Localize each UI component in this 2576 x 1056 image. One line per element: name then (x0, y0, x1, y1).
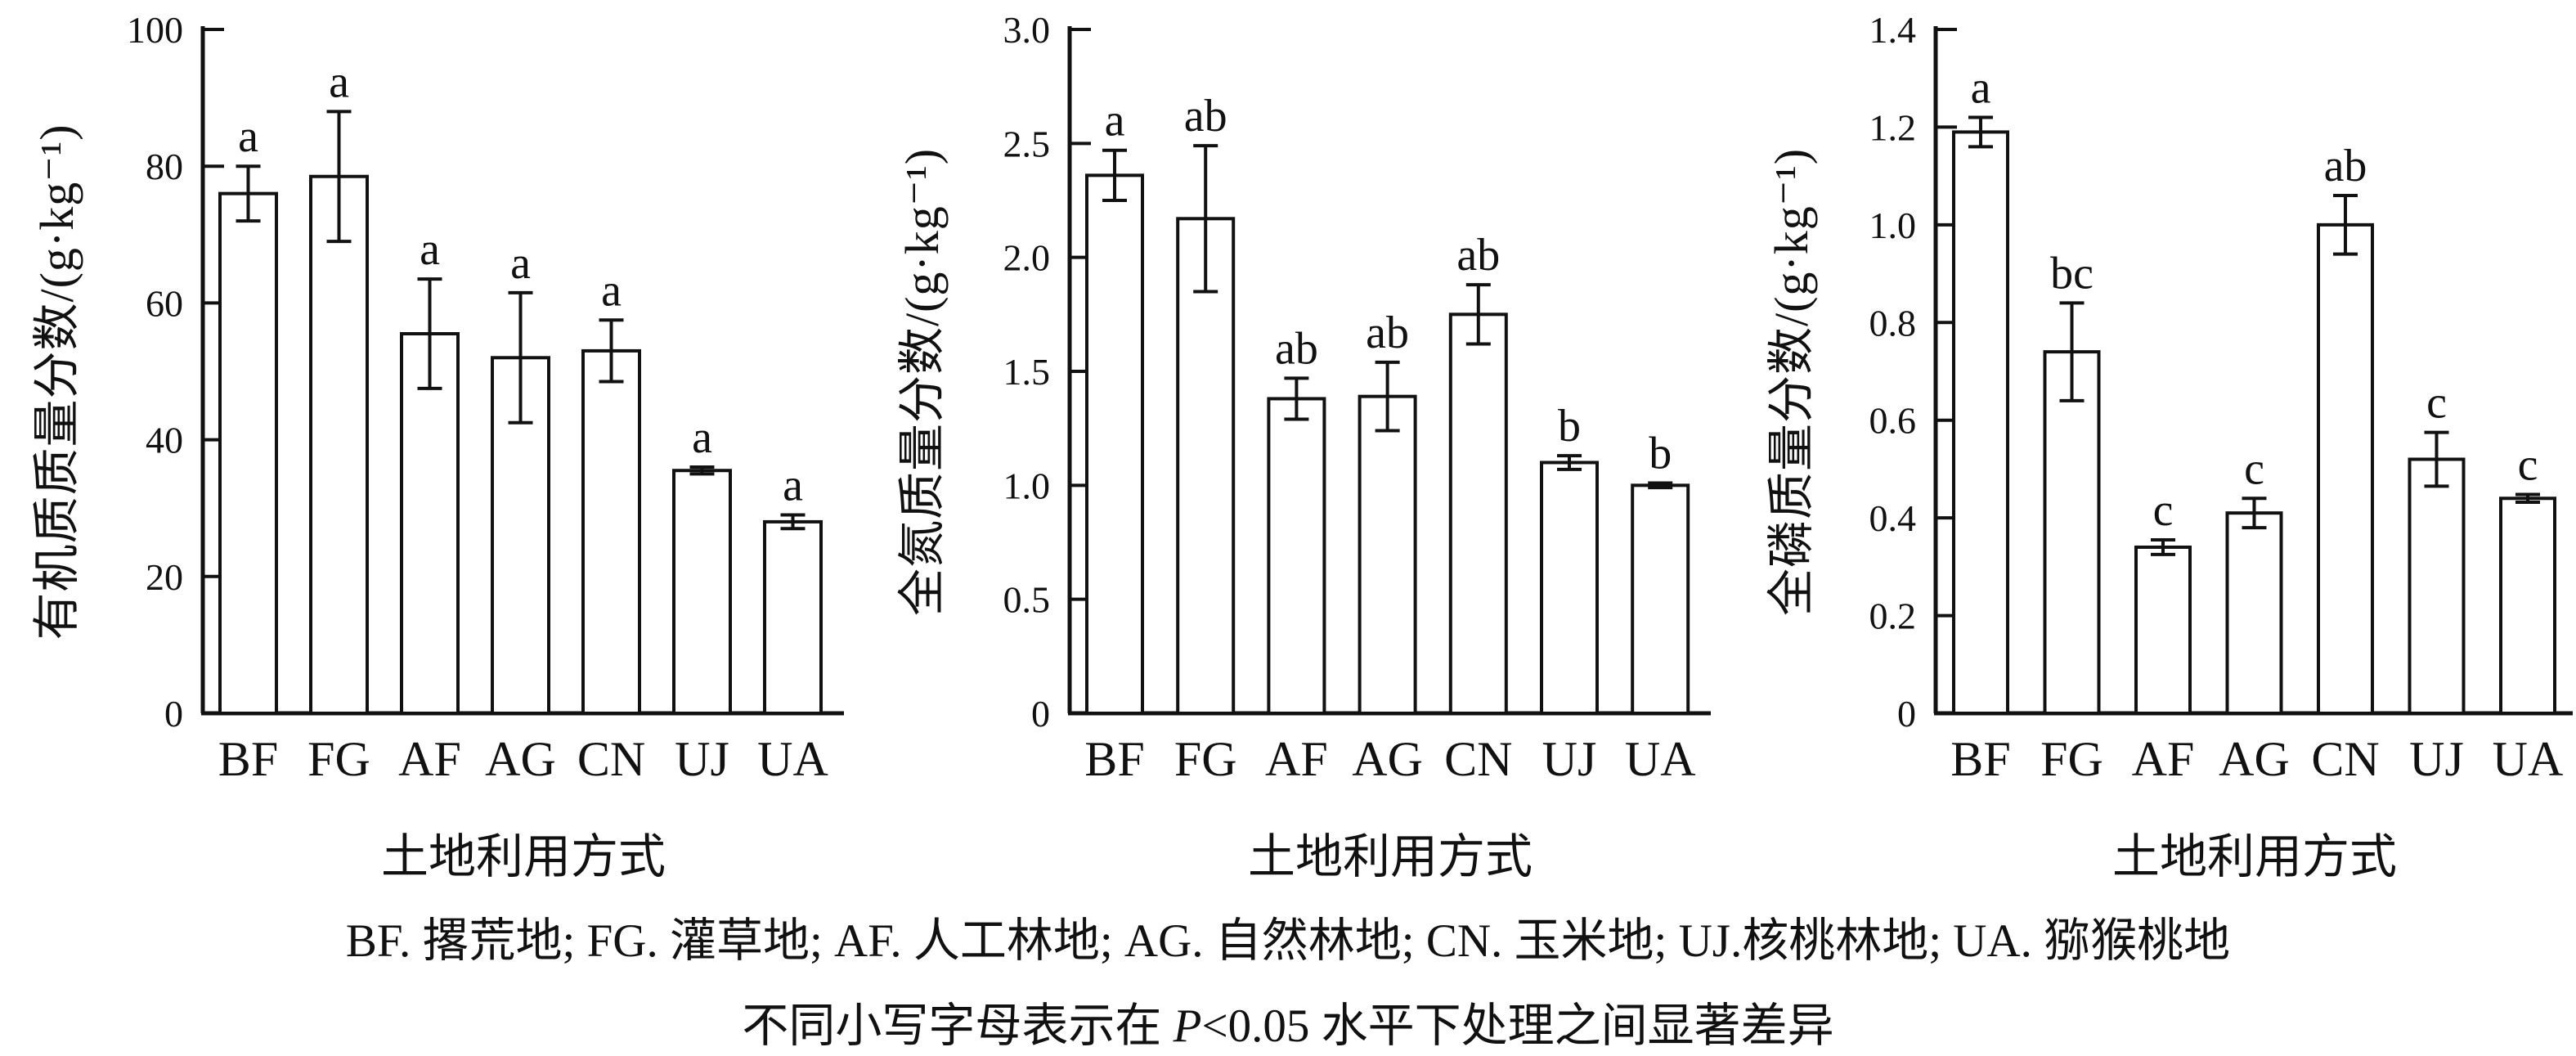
y-tick-label: 2.5 (1003, 123, 1051, 164)
y-tick-label: 0 (164, 693, 183, 735)
y-tick-label: 0 (1031, 693, 1050, 735)
sig-letter-CN: a (601, 265, 622, 316)
x-category-label-UA: UA (757, 732, 828, 786)
bar-AF (400, 332, 460, 715)
x-category-label-UJ: UJ (675, 732, 729, 786)
sig-letter-UA: c (2518, 439, 2538, 490)
sig-letter-BF: a (1971, 62, 1991, 113)
sig-letter-CN: ab (1456, 230, 1500, 281)
x-category-label-AG: AG (2219, 732, 2290, 786)
sig-letter-FG: ab (1184, 91, 1227, 142)
sig-letter-AF: ab (1275, 323, 1318, 374)
bar-AG (2225, 511, 2283, 716)
y-tick-label: 60 (146, 282, 183, 324)
x-axis-title-panel-1: 土地利用方式 (380, 830, 666, 883)
bar-UA (763, 519, 823, 715)
sig-letter-UJ: b (1558, 401, 1581, 452)
sig-letter-UJ: c (2426, 378, 2447, 429)
bar-UA (1631, 483, 1690, 715)
bar-UJ (672, 469, 732, 715)
y-tick-label: 3.0 (1003, 9, 1051, 51)
x-category-label-BF: BF (1950, 732, 2010, 786)
bar-FG (2043, 350, 2101, 715)
x-category-label-UJ: UJ (2409, 732, 2464, 786)
bar-BF (218, 191, 278, 715)
y-axis-title-total-phosphorus: 全磷质量分数/(g·kg⁻¹) (1765, 147, 1818, 617)
x-category-label-CN: CN (577, 732, 645, 786)
x-axis-title-panel-2: 土地利用方式 (1247, 830, 1533, 883)
x-category-label-BF: BF (1084, 732, 1144, 786)
sig-letter-UA: a (783, 461, 803, 511)
bar-charts-container: 0 20 40 60 80 100 a BF a FG a AF a AG a CN a UJ a UA 0 0.5 1.0… (127, 9, 2573, 786)
x-category-label-FG: FG (2040, 732, 2103, 786)
caption-2-prefix: 不同小写字母表示在 (742, 1000, 1174, 1052)
y-tick-label: 1.4 (1869, 9, 1917, 51)
sig-letter-BF: a (1105, 96, 1125, 146)
sig-letter-AF: c (2153, 485, 2174, 536)
y-tick-label: 1.0 (1869, 204, 1917, 246)
bar-AG (1358, 394, 1417, 715)
bar-FG (1176, 217, 1236, 715)
y-tick-label: 1.0 (1003, 465, 1051, 506)
y-tick-label: 0.4 (1869, 497, 1917, 539)
sig-letter-CN: ab (2324, 141, 2367, 191)
y-tick-label: 20 (146, 556, 183, 598)
y-tick-label: 100 (127, 9, 183, 51)
sig-letter-UJ: a (692, 412, 712, 463)
sig-letter-AG: c (2244, 443, 2264, 494)
y-axis-title-total-nitrogen: 全氮质量分数/(g·kg⁻¹) (895, 147, 949, 617)
bar-CN (581, 348, 641, 715)
x-category-label-FG: FG (1174, 732, 1237, 786)
sig-letter-AF: a (420, 224, 440, 275)
bar-BF (1952, 130, 2009, 715)
sig-letter-BF: a (238, 111, 258, 162)
x-category-label-FG: FG (307, 732, 370, 786)
bar-charts-svg: 0 20 40 60 80 100 a BF a FG a AF a AG a CN a UJ a UA 0 0.5 1.0… (127, 9, 2573, 786)
x-category-label-UJ: UJ (1542, 732, 1597, 786)
y-tick-label: 2.0 (1003, 237, 1051, 279)
bar-UJ (1540, 461, 1599, 715)
y-tick-label: 1.2 (1869, 106, 1917, 148)
x-category-label-AF: AF (2132, 732, 2195, 786)
x-axis-title-panel-3: 土地利用方式 (2112, 830, 2398, 883)
x-category-label-AG: AG (485, 732, 556, 786)
bar-CN (2317, 222, 2374, 716)
x-category-label-CN: CN (2311, 732, 2379, 786)
x-category-label-UA: UA (2493, 732, 2564, 786)
sig-letter-AG: ab (1366, 308, 1409, 358)
y-tick-label: 0.2 (1869, 595, 1917, 637)
significance-caption-line-2: 不同小写字母表示在 P<0.05 水平下处理之间显著差异 (0, 988, 2576, 1055)
legend-caption-line-1: BF. 撂荒地; FG. 灌草地; AF. 人工林地; AG. 自然林地; CN… (345, 915, 2231, 967)
x-category-label-AF: AF (1265, 732, 1328, 786)
y-tick-label: 1.5 (1003, 351, 1051, 393)
bar-UJ (2408, 457, 2466, 715)
sig-letter-FG: bc (2050, 248, 2094, 299)
sig-letter-UA: b (1649, 429, 1672, 479)
x-category-label-AF: AF (398, 732, 461, 786)
y-axis-title-organic-matter: 有机质质量分数/(g·kg⁻¹) (30, 124, 83, 640)
bar-FG (309, 174, 369, 716)
x-category-label-CN: CN (1444, 732, 1512, 786)
caption-2-p-symbol: P (1173, 1000, 1202, 1052)
caption-2-suffix: <0.05 水平下处理之间显著差异 (1201, 1000, 1834, 1052)
bar-AF (2134, 545, 2192, 715)
sig-letter-FG: a (329, 56, 349, 107)
bar-BF (1085, 173, 1144, 715)
x-category-label-BF: BF (218, 732, 278, 786)
bar-AF (1267, 397, 1326, 715)
y-tick-label: 80 (146, 146, 183, 187)
sig-letter-AG: a (510, 238, 531, 289)
bar-UA (2499, 497, 2556, 715)
y-tick-label: 0.8 (1869, 302, 1917, 344)
y-tick-label: 40 (146, 420, 183, 461)
x-category-label-AG: AG (1352, 732, 1423, 786)
y-tick-label: 0.5 (1003, 579, 1051, 621)
y-tick-label: 0 (1897, 693, 1916, 735)
x-category-label-UA: UA (1625, 732, 1696, 786)
y-tick-label: 0.6 (1869, 400, 1917, 442)
bar-CN (1448, 312, 1508, 715)
